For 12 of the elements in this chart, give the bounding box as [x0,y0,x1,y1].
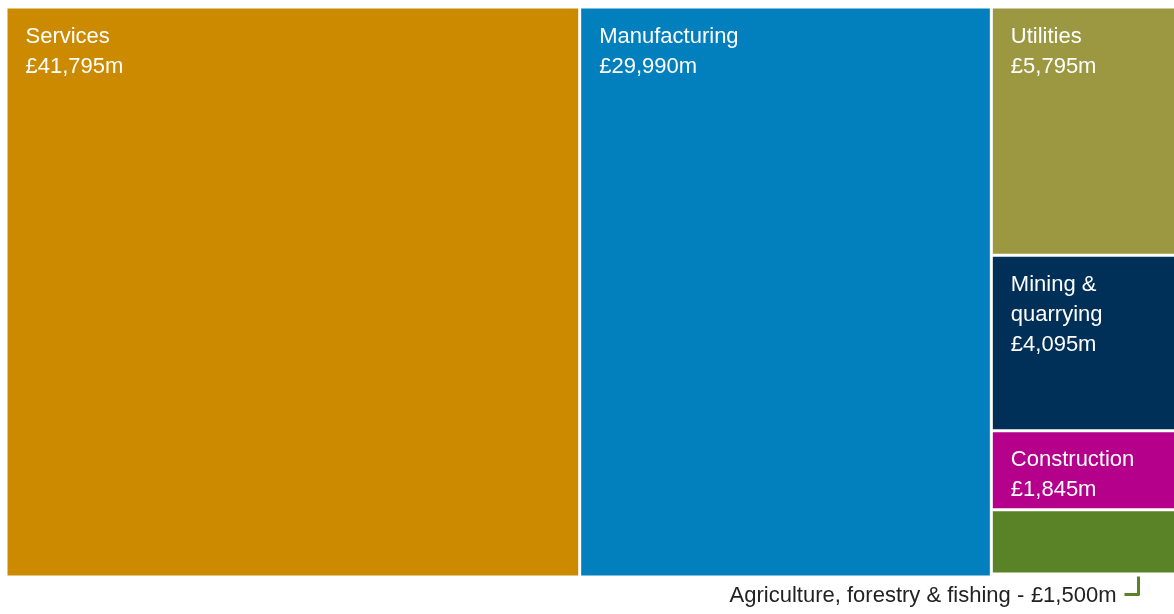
data-label: £4,095m [1010,330,1097,356]
category-label: Manufacturing [599,22,739,48]
category-label: Mining & quarrying [1010,270,1103,326]
data-label: £29,990m [599,52,698,78]
data-label: £1,500m [1030,582,1117,607]
category-label: Utilities [1010,22,1082,48]
category-label: Agriculture, forestry & fishing - [729,582,1025,607]
data-label: £1,845m [1010,476,1097,502]
category-label: Construction [1010,446,1135,472]
category-label: Services [25,22,110,48]
data-label: £5,795m [1010,52,1097,78]
data-label: £41,795m [25,52,124,78]
